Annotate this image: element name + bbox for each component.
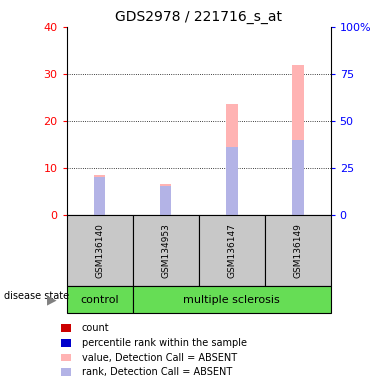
Text: count: count: [82, 323, 109, 333]
Bar: [66, 286, 133, 313]
Text: GSM136140: GSM136140: [95, 223, 104, 278]
Text: control: control: [80, 295, 119, 305]
Bar: [198, 215, 264, 286]
Bar: [133, 286, 331, 313]
Bar: [93, 177, 106, 215]
Text: value, Detection Call = ABSENT: value, Detection Call = ABSENT: [82, 353, 237, 362]
Text: GSM134953: GSM134953: [161, 223, 170, 278]
Text: rank, Detection Call = ABSENT: rank, Detection Call = ABSENT: [82, 367, 232, 377]
Text: ▶: ▶: [46, 293, 56, 306]
Bar: [291, 140, 304, 215]
Bar: [291, 65, 304, 215]
Text: multiple sclerosis: multiple sclerosis: [183, 295, 280, 305]
Text: percentile rank within the sample: percentile rank within the sample: [82, 338, 247, 348]
Bar: [66, 215, 133, 286]
Text: GSM136149: GSM136149: [293, 223, 302, 278]
Title: GDS2978 / 221716_s_at: GDS2978 / 221716_s_at: [115, 10, 282, 25]
Bar: [226, 147, 238, 215]
Bar: [264, 215, 331, 286]
Bar: [160, 184, 171, 215]
Bar: [133, 215, 198, 286]
Bar: [226, 104, 238, 215]
Text: disease state: disease state: [4, 291, 69, 301]
Bar: [160, 186, 171, 215]
Bar: [93, 175, 106, 215]
Text: GSM136147: GSM136147: [227, 223, 236, 278]
